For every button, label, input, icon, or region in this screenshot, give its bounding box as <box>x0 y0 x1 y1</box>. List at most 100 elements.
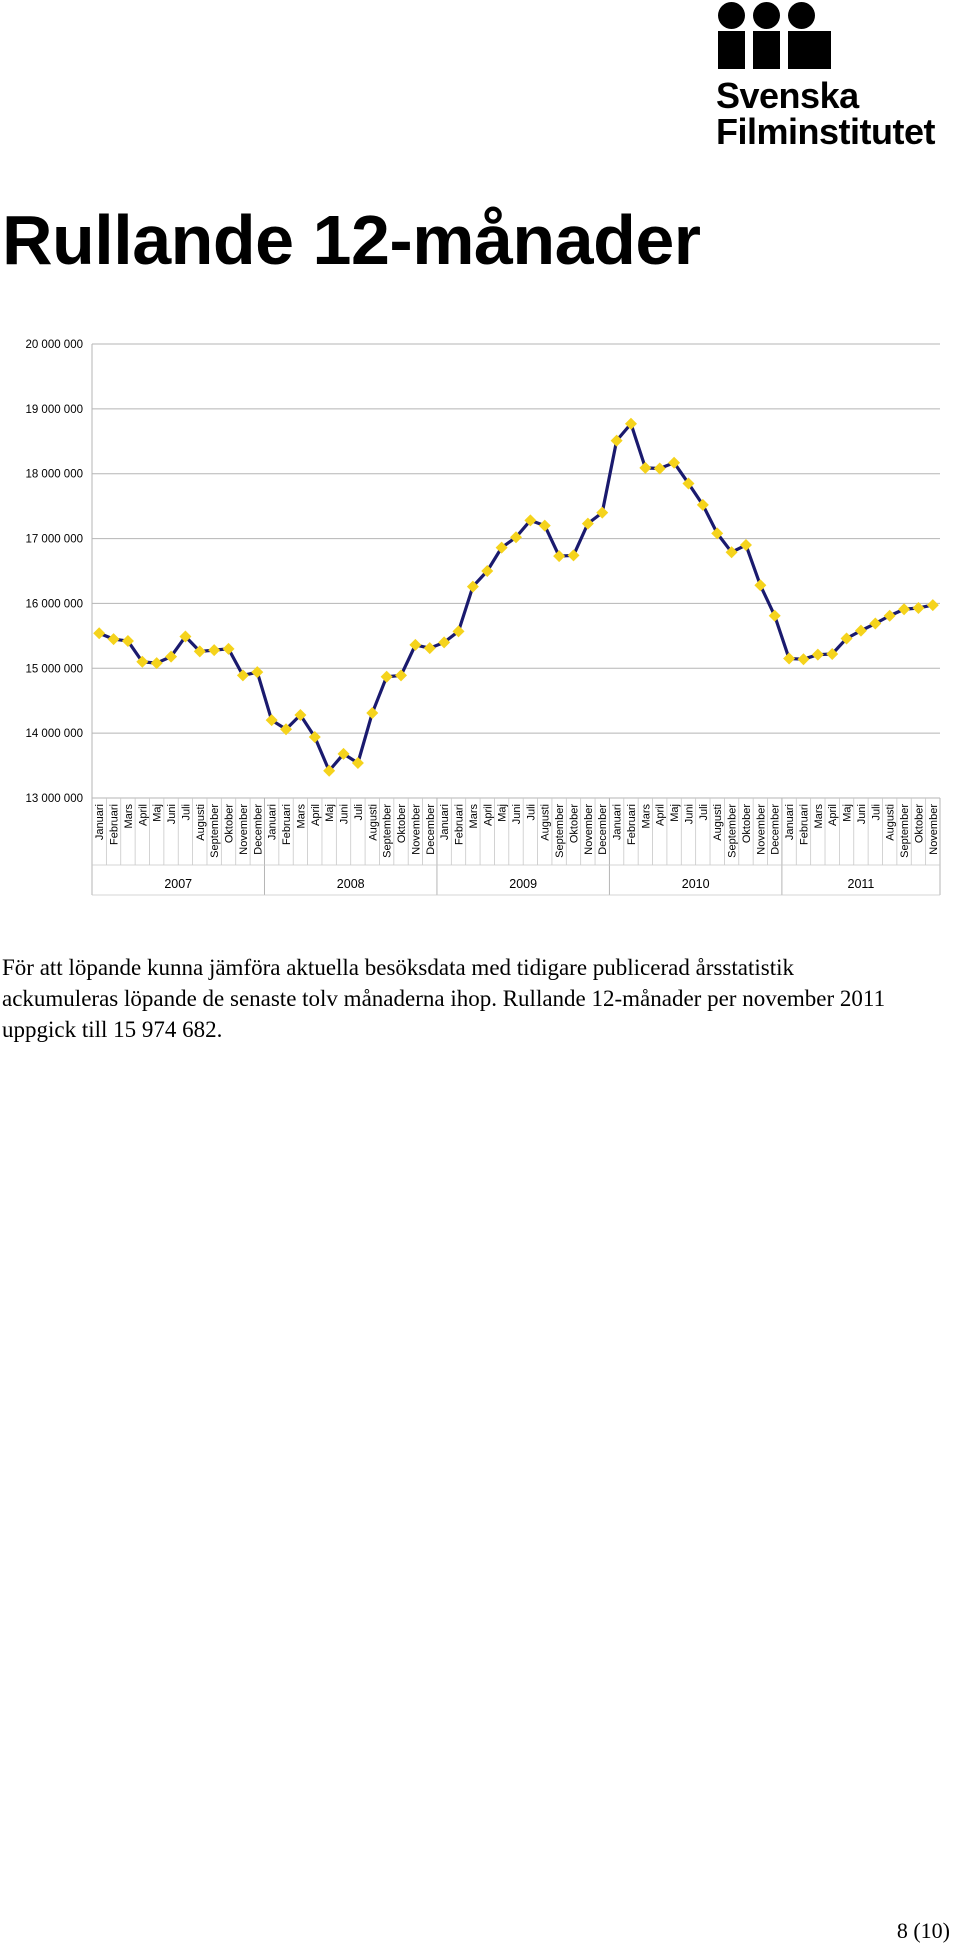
data-point-marker <box>280 723 293 736</box>
x-tick-label: September <box>209 804 221 858</box>
year-label: 2007 <box>164 877 192 891</box>
data-point-marker <box>165 650 178 663</box>
data-point-marker <box>524 514 537 527</box>
data-point-marker <box>179 630 192 643</box>
data-point-marker <box>883 609 896 622</box>
data-point-marker <box>898 603 911 616</box>
x-tick-label: Mars <box>295 804 307 829</box>
x-tick-label: Maj <box>152 804 164 822</box>
data-point-marker <box>581 517 594 530</box>
data-point-marker <box>840 632 853 645</box>
x-tick-label: Januari <box>784 804 796 840</box>
x-tick-label: December <box>597 804 609 855</box>
data-point-marker <box>481 565 494 577</box>
x-tick-label: September <box>554 804 566 858</box>
data-point-marker <box>308 731 321 744</box>
x-tick-label: Oktober <box>396 804 408 843</box>
year-label: 2010 <box>682 877 710 891</box>
logo-bar <box>788 31 831 69</box>
data-point-marker <box>150 657 163 670</box>
y-axis-labels: 13 000 000 14 000 000 15 000 000 16 000 000… <box>25 339 83 805</box>
page-number: 8 (10) <box>896 1918 950 1943</box>
y-tick-label: 20 000 000 <box>25 339 83 351</box>
y-tick-label: 17 000 000 <box>25 534 83 546</box>
x-tick-label: December <box>770 804 782 855</box>
y-tick-label: 16 000 000 <box>25 598 83 610</box>
x-tick-label: Februari <box>109 804 121 845</box>
x-tick-label: Februari <box>281 804 293 845</box>
line-chart: 13 000 000 14 000 000 15 000 000 16 000 000… <box>25 339 941 896</box>
x-tick-label: April <box>137 804 149 826</box>
data-point-marker <box>869 617 882 630</box>
data-point-marker <box>380 670 393 683</box>
y-tick-label: 18 000 000 <box>25 469 83 481</box>
x-tick-label: Maj <box>497 804 509 822</box>
data-point-marker <box>783 652 796 665</box>
x-tick-label: Januari <box>267 804 279 840</box>
logo-dot <box>788 2 815 29</box>
data-point-marker <box>596 506 609 519</box>
svenska-filminstitutet-logo: Svenska Filminstitutet <box>716 0 960 156</box>
gridlines <box>92 343 940 799</box>
x-tick-label: Februari <box>626 804 638 845</box>
x-tick-label: December <box>425 804 437 855</box>
x-tick-label: Februari <box>798 804 810 845</box>
data-point-marker <box>538 519 551 532</box>
x-tick-label: December <box>252 804 264 855</box>
x-tick-label: November <box>928 804 940 855</box>
data-point-marker <box>711 527 724 540</box>
x-tick-label: Oktober <box>568 804 580 843</box>
x-tick-label: Augusti <box>540 804 552 841</box>
x-tick-label: Juli <box>870 804 882 821</box>
x-tick-label: Mars <box>123 804 135 829</box>
x-tick-label: Februari <box>454 804 466 845</box>
logo-bar <box>718 31 745 69</box>
data-point-marker <box>265 714 278 727</box>
data-point-marker <box>452 625 465 638</box>
x-tick-label: Augusti <box>195 804 207 841</box>
year-label: 2011 <box>848 877 875 891</box>
x-tick-label: Augusti <box>367 804 379 841</box>
x-tick-label: Augusti <box>885 804 897 841</box>
series-line <box>97 422 935 773</box>
x-tick-label: Januari <box>439 804 451 840</box>
y-tick-label: 19 000 000 <box>25 404 83 416</box>
data-point-marker <box>926 599 939 612</box>
x-axis: Januari Februari Mars April Maj Juni Juli Augus… <box>91 344 941 896</box>
x-tick-label: Mars <box>813 804 825 829</box>
x-tick-label: November <box>410 804 422 855</box>
y-tick-label: 13 000 000 <box>25 793 83 805</box>
data-point-marker <box>682 477 695 490</box>
data-point-marker <box>251 666 264 679</box>
data-point-marker <box>811 648 824 661</box>
x-tick-label: April <box>655 804 667 826</box>
data-point-marker <box>93 627 106 640</box>
data-point-marker <box>466 580 479 593</box>
logo-dot <box>753 2 780 29</box>
x-tick-label: Oktober <box>224 804 236 843</box>
x-tick-label: November <box>755 804 767 855</box>
logo-bar <box>753 31 780 69</box>
data-point-marker <box>121 635 134 648</box>
x-tick-label: Juni <box>339 804 351 824</box>
x-tick-label: September <box>727 804 739 858</box>
x-tick-label: Januari <box>94 804 106 840</box>
data-point-marker <box>696 498 709 511</box>
y-tick-label: 15 000 000 <box>25 663 83 675</box>
data-point-marker <box>236 669 249 682</box>
x-tick-label: Oktober <box>913 804 925 843</box>
data-point-marker <box>294 708 307 721</box>
x-tick-label: Juni <box>511 804 523 824</box>
data-point-marker <box>754 579 767 592</box>
year-label: 2009 <box>509 877 537 891</box>
x-tick-label: Maj <box>669 804 681 822</box>
data-point-marker <box>826 648 839 661</box>
logo-dot <box>718 2 745 29</box>
x-tick-label: Juli <box>525 804 537 821</box>
x-tick-label: April <box>827 804 839 826</box>
data-point-marker <box>107 633 120 646</box>
data-point-marker <box>438 636 451 649</box>
data-point-marker <box>193 645 206 658</box>
year-label: 2008 <box>337 877 365 891</box>
y-tick-label: 14 000 000 <box>25 728 83 740</box>
